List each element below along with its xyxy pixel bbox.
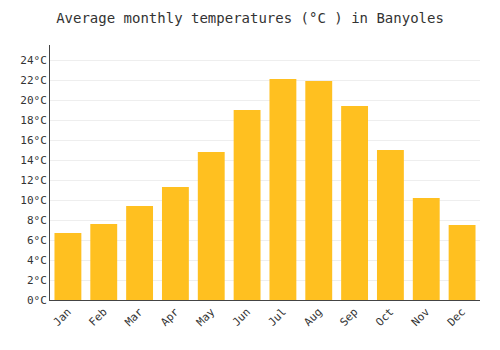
- svg-text:Feb: Feb: [87, 306, 110, 329]
- svg-text:Apr: Apr: [158, 305, 182, 329]
- svg-text:Jul: Jul: [266, 306, 289, 329]
- svg-text:0°C: 0°C: [27, 294, 47, 307]
- svg-text:Aug: Aug: [302, 306, 325, 329]
- svg-text:24°C: 24°C: [20, 54, 47, 67]
- svg-text:12°C: 12°C: [20, 174, 47, 187]
- svg-text:18°C: 18°C: [20, 114, 47, 127]
- svg-text:4°C: 4°C: [27, 254, 47, 267]
- svg-text:Jan: Jan: [51, 306, 74, 329]
- svg-text:10°C: 10°C: [20, 194, 47, 207]
- svg-text:Mar: Mar: [122, 305, 146, 329]
- svg-text:6°C: 6°C: [27, 234, 47, 247]
- svg-text:8°C: 8°C: [27, 214, 47, 227]
- svg-text:Sep: Sep: [337, 306, 360, 329]
- svg-text:16°C: 16°C: [20, 134, 47, 147]
- svg-text:May: May: [194, 305, 218, 329]
- svg-text:Average monthly temperatures (: Average monthly temperatures (°C ) in Ba…: [56, 10, 444, 26]
- svg-text:2°C: 2°C: [27, 274, 47, 287]
- svg-text:20°C: 20°C: [20, 94, 47, 107]
- svg-text:14°C: 14°C: [20, 154, 47, 167]
- svg-text:22°C: 22°C: [20, 74, 47, 87]
- svg-text:Jun: Jun: [230, 306, 253, 329]
- svg-text:Nov: Nov: [409, 305, 433, 329]
- svg-text:Dec: Dec: [445, 306, 468, 329]
- svg-text:Oct: Oct: [373, 306, 396, 329]
